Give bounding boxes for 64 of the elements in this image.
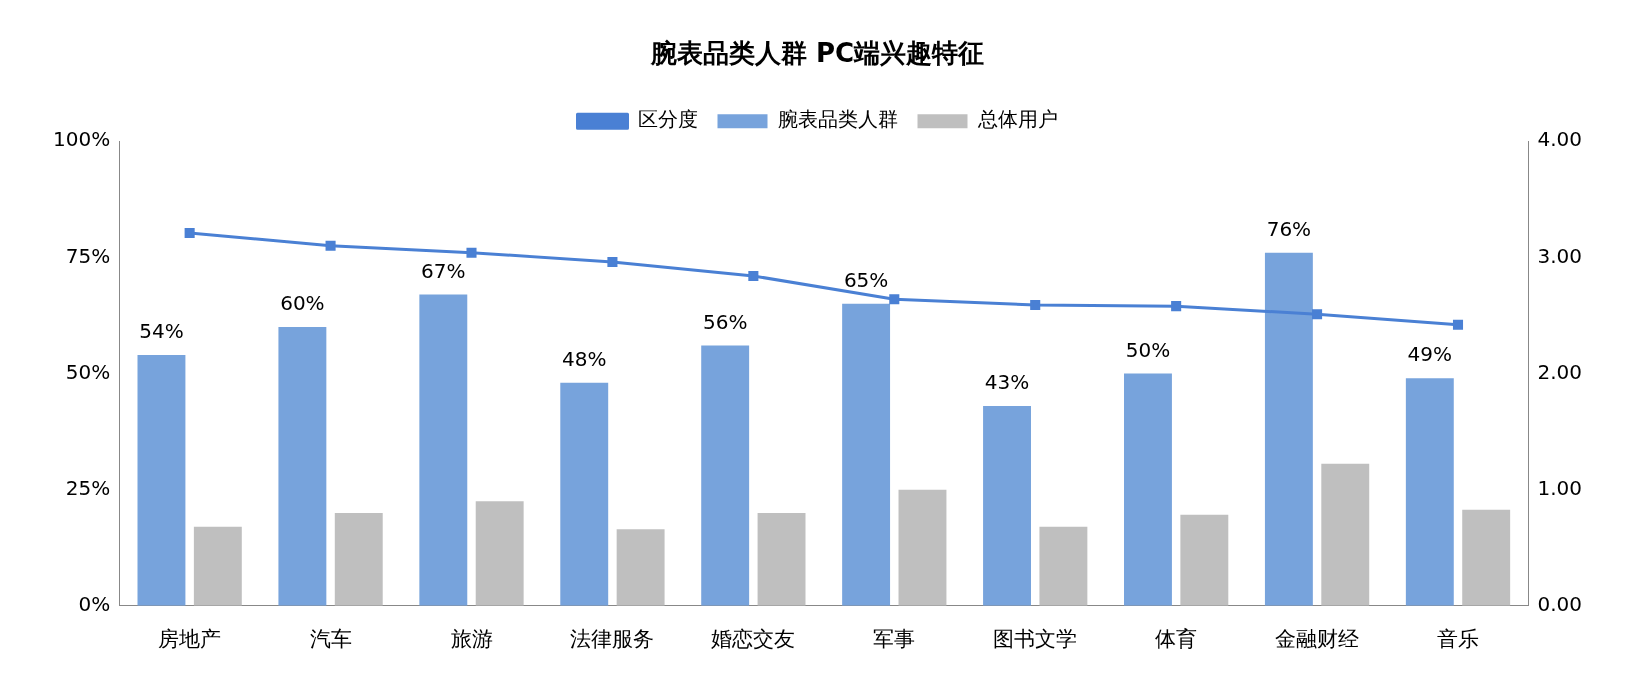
bar <box>898 489 947 606</box>
y-tick-label: 25% <box>65 475 111 500</box>
point <box>184 227 195 238</box>
point <box>607 256 618 268</box>
y2-tick-label: 0.00 <box>1537 592 1582 616</box>
bar <box>983 406 1031 606</box>
x-tick-label: 体育 <box>1155 626 1198 651</box>
x-tick-label: 汽车 <box>309 626 352 651</box>
data-label: 60% <box>280 291 325 316</box>
y2-tick-label: 2.00 <box>1537 359 1582 384</box>
data-label: 48% <box>562 347 607 371</box>
y2-tick-label: 3.00 <box>1537 243 1582 268</box>
data-label: 76% <box>1266 216 1312 241</box>
bar <box>137 354 186 606</box>
bar <box>1039 526 1088 606</box>
bar <box>1462 509 1511 606</box>
bar <box>560 382 609 606</box>
y-tick-label: 50% <box>65 359 111 384</box>
point <box>1030 299 1041 311</box>
data-label: 50% <box>1125 337 1171 362</box>
x-tick-label: 法律服务 <box>570 626 655 651</box>
legend-label: 区分度 <box>637 107 698 132</box>
legend-label: 腕表品类人群 <box>777 107 898 132</box>
legend-label: 总体用户 <box>976 107 1058 132</box>
data-label: 43% <box>984 370 1030 395</box>
point <box>1452 319 1464 330</box>
point <box>1312 309 1323 320</box>
y-tick-label: 0% <box>78 592 111 616</box>
point <box>889 294 900 305</box>
data-label: 49% <box>1407 342 1453 367</box>
x-tick-label: 军事 <box>873 626 916 651</box>
bar <box>419 294 468 606</box>
bar <box>334 512 383 606</box>
chart-title: 腕表品类人群 PC端兴趣特征 <box>649 38 985 69</box>
bar <box>1180 514 1229 606</box>
data-label: 56% <box>702 309 748 334</box>
x-tick-label: 房地产 <box>158 626 222 651</box>
y2-tick-label: 4.00 <box>1537 127 1582 152</box>
bar <box>842 303 891 606</box>
y2-tick-label: 1.00 <box>1537 475 1582 500</box>
x-tick-label: 图书文学 <box>993 626 1078 651</box>
data-label: 67% <box>421 258 466 283</box>
data-label: 54% <box>139 319 184 344</box>
bar <box>1321 463 1370 606</box>
bar <box>757 512 806 606</box>
data-label: 65% <box>843 268 889 293</box>
y-tick-label: 75% <box>65 243 111 268</box>
point <box>748 270 759 281</box>
bar <box>701 345 750 606</box>
y-tick-label: 100% <box>52 127 111 152</box>
bar <box>616 529 665 606</box>
point <box>1171 301 1182 312</box>
x-tick-label: 音乐 <box>1437 626 1479 651</box>
bar <box>278 327 327 606</box>
bar <box>1124 373 1172 606</box>
x-tick-label: 金融财经 <box>1275 626 1360 651</box>
bar <box>475 501 524 606</box>
bar <box>1264 252 1313 606</box>
x-tick-label: 婚恋交友 <box>711 626 796 651</box>
bar <box>193 526 242 606</box>
point <box>466 247 477 258</box>
point <box>325 240 336 251</box>
bar <box>1405 378 1454 606</box>
x-tick-label: 旅游 <box>450 626 493 651</box>
